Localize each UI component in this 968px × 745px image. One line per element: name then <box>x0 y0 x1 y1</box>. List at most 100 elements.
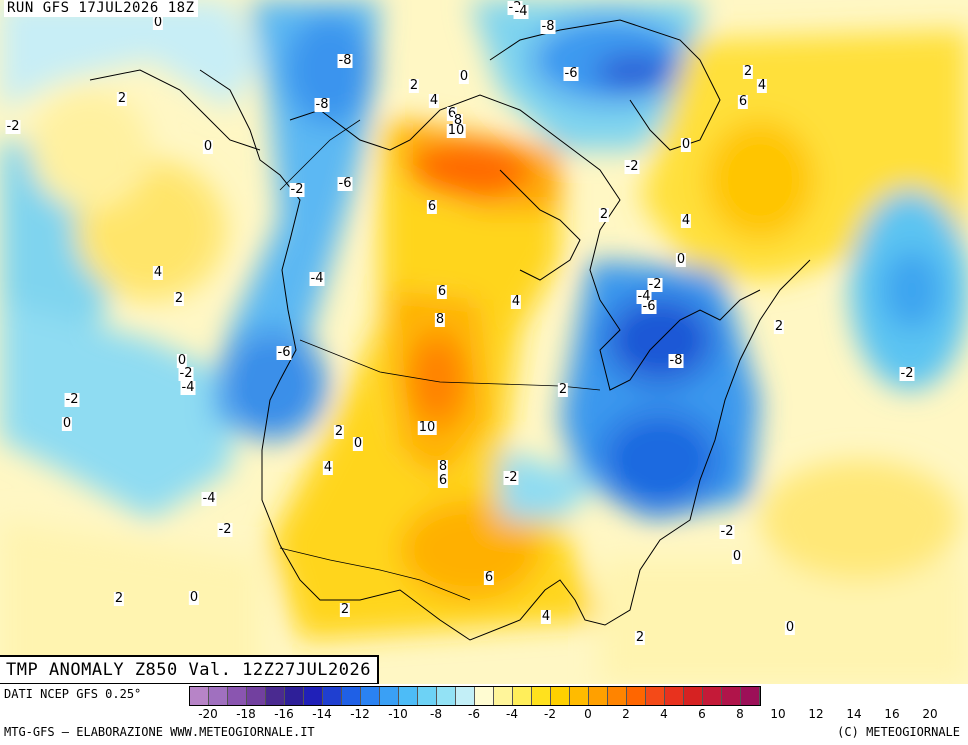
colorbar-tick-label: 4 <box>660 707 668 721</box>
colorbar-tick-label: 14 <box>846 707 862 721</box>
contour-label: 0 <box>458 69 470 84</box>
colorbar-swatch <box>646 687 665 705</box>
contour-label: -2 <box>64 392 80 407</box>
anomaly-fill-layer <box>0 0 968 684</box>
contour-label: -2 <box>289 182 305 197</box>
colorbar-tick-label: 2 <box>622 707 630 721</box>
contour-label: 0 <box>61 416 73 431</box>
colorbar-swatch <box>532 687 551 705</box>
colorbar-swatch <box>228 687 247 705</box>
contour-label: 0 <box>731 549 743 564</box>
contour-lines <box>94 21 711 503</box>
contour-label: -2 <box>624 159 640 174</box>
contour-label: -4 <box>513 4 529 19</box>
colorbar-swatch <box>190 687 209 705</box>
colorbar-swatch <box>684 687 703 705</box>
contour-label: -6 <box>641 299 657 314</box>
contour-label: 6 <box>437 473 449 488</box>
colorbar-swatch <box>342 687 361 705</box>
colorbar-swatch <box>418 687 437 705</box>
contour-label: 0 <box>202 139 214 154</box>
contour-label: -8 <box>314 97 330 112</box>
colorbar-tick-label: -4 <box>506 707 518 721</box>
contour-label: 8 <box>434 312 446 327</box>
contour-label: 4 <box>540 609 552 624</box>
contour-label: 2 <box>742 64 754 79</box>
colorbar-tick-label: 16 <box>884 707 900 721</box>
colorbar-swatch <box>722 687 741 705</box>
colorbar-swatch <box>665 687 684 705</box>
colorbar-ticks: -20 -18 -16 -14 -12 -10 -8 -6 -4 -2 0 2 4 6 8 10 12 14 16 2… <box>189 707 968 721</box>
contour-label: 6 <box>483 570 495 585</box>
contour-label: -2 <box>178 366 194 381</box>
colorbar-tick-label: 8 <box>736 707 744 721</box>
contour-label: 6 <box>737 94 749 109</box>
contour-label: -2 <box>647 277 663 292</box>
contour-label: 2 <box>408 78 420 93</box>
colorbar-tick-label: -2 <box>544 707 556 721</box>
colorbar-swatch <box>741 687 760 705</box>
contour-label: -4 <box>201 491 217 506</box>
colorbar <box>189 686 761 706</box>
contour-label: -4 <box>309 271 325 286</box>
contour-label: 2 <box>173 291 185 306</box>
colorbar-tick-label: -8 <box>430 707 442 721</box>
colorbar-swatch <box>380 687 399 705</box>
contour-label: -2 <box>719 524 735 539</box>
colorbar-swatch <box>456 687 475 705</box>
colorbar-tick-label: -18 <box>236 707 256 721</box>
colorbar-swatch <box>437 687 456 705</box>
contour-label: 6 <box>446 107 458 121</box>
contour-label: 2 <box>339 602 351 617</box>
contour-label: 0 <box>680 137 692 152</box>
contour-label: 2 <box>773 319 785 334</box>
contour-label: -2 <box>503 470 519 485</box>
contour-label: -8 <box>668 353 684 368</box>
map-title: TMP ANOMALY Z850 Val. 12Z27JUL2026 <box>0 655 379 685</box>
contour-label: -4 <box>180 380 196 395</box>
contour-label: 6 <box>436 284 448 299</box>
contour-label: 0 <box>352 436 364 451</box>
colorbar-tick-label: -16 <box>274 707 294 721</box>
contour-label: 10 <box>417 420 437 435</box>
colorbar-swatch <box>551 687 570 705</box>
contour-label: 0 <box>784 620 796 635</box>
colorbar-tick-label: 20 <box>922 707 938 721</box>
contour-label: -2 <box>899 366 915 381</box>
contour-label: 0 <box>152 15 164 30</box>
contour-label: -8 <box>540 19 556 34</box>
contour-label: 10 <box>446 123 466 138</box>
colorbar-tick-label: -14 <box>312 707 332 721</box>
colorbar-swatch <box>285 687 304 705</box>
contour-label: -8 <box>337 53 353 68</box>
anomaly-field <box>0 0 968 684</box>
copyright: (C) METEOGIORNALE <box>837 725 960 739</box>
contour-label: 2 <box>557 382 569 397</box>
contour-label: 2 <box>598 207 610 222</box>
colorbar-swatch <box>399 687 418 705</box>
colorbar-tick-label: -10 <box>388 707 408 721</box>
colorbar-swatch <box>323 687 342 705</box>
colorbar-tick-label: 10 <box>770 707 786 721</box>
contour-label: 4 <box>680 213 692 228</box>
contour-label: 0 <box>188 590 200 605</box>
contour-label: 4 <box>322 460 334 475</box>
colorbar-swatch <box>475 687 494 705</box>
colorbar-tick-label: -6 <box>468 707 480 721</box>
colorbar-tick-label: 0 <box>584 707 592 721</box>
contour-label: -2 <box>217 522 233 537</box>
temperature-anomaly-map: 02-20420-2-4-20-8-8-2-6-4-62406810668410… <box>0 0 968 684</box>
colorbar-tick-label: 12 <box>808 707 824 721</box>
colorbar-swatch <box>608 687 627 705</box>
contour-label: 6 <box>426 199 438 214</box>
colorbar-swatch <box>304 687 323 705</box>
colorbar-swatch <box>247 687 266 705</box>
colorbar-tick-label: -20 <box>198 707 218 721</box>
contour-label: 8 <box>437 459 449 474</box>
contour-label: 4 <box>428 93 440 108</box>
contour-label: -6 <box>337 176 353 191</box>
colorbar-tick-label: -12 <box>350 707 370 721</box>
footer: DATI NCEP GFS 0.25° -20 -18 -16 -14 -12 -10 -8… <box>0 684 968 745</box>
colorbar-tick-label: 6 <box>698 707 706 721</box>
contour-label: -2 <box>5 119 21 134</box>
